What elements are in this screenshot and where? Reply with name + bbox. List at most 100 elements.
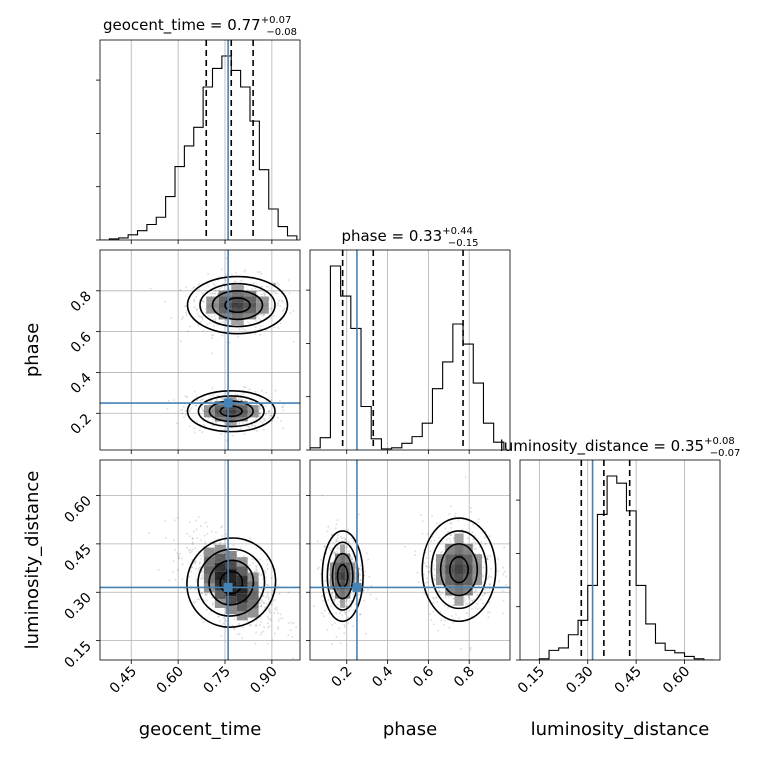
x-tick-label-phase: 0.6	[410, 663, 437, 690]
sample-point	[474, 590, 477, 593]
sample-point	[201, 592, 204, 595]
sample-point	[421, 532, 424, 535]
sample-point	[362, 589, 365, 592]
sample-point	[255, 421, 258, 424]
sample-point	[238, 421, 241, 424]
x-tick-label-luminosity-distance: 0.60	[660, 664, 693, 697]
sample-point	[212, 334, 215, 337]
x-tick-label-phase: 0.4	[369, 663, 396, 690]
histogram-bar	[453, 324, 463, 450]
sample-point	[275, 292, 278, 295]
sample-point	[364, 632, 367, 635]
sample-point	[335, 636, 338, 639]
sample-point	[468, 602, 471, 605]
sample-point	[208, 403, 211, 406]
sample-point	[265, 583, 268, 586]
histogram-bar	[147, 224, 156, 240]
sample-point	[465, 612, 468, 615]
density-cell	[472, 574, 482, 586]
sample-point	[414, 550, 417, 553]
sample-point	[199, 426, 202, 429]
sample-point	[433, 539, 436, 542]
sample-point	[333, 557, 336, 560]
histogram-bar	[607, 476, 617, 660]
sample-point	[269, 617, 272, 620]
sample-point	[471, 607, 474, 610]
sample-point	[270, 414, 273, 417]
sample-point	[198, 429, 201, 432]
sample-point	[259, 592, 262, 595]
sample-point	[281, 617, 284, 620]
sample-point	[202, 409, 205, 412]
sample-point	[197, 569, 200, 572]
histogram-bar	[626, 511, 636, 660]
sample-point	[425, 581, 428, 584]
sample-point	[279, 304, 282, 307]
sample-point	[481, 602, 484, 605]
sample-point	[321, 595, 324, 598]
density-cell	[247, 413, 259, 418]
density-cell	[454, 595, 464, 606]
sample-point	[470, 599, 473, 602]
histogram-bar	[320, 438, 330, 450]
title-phase: phase = 0.33+0.44 −0.15	[341, 226, 478, 249]
sample-point	[337, 536, 340, 539]
sample-point	[258, 624, 261, 627]
x-tick-label-phase: 0.2	[329, 664, 356, 691]
sample-point	[449, 526, 452, 529]
density-cell	[203, 556, 215, 566]
sample-point	[195, 519, 198, 522]
sample-point	[186, 532, 189, 535]
sample-point	[267, 596, 270, 599]
sample-point	[416, 571, 419, 574]
sample-point	[201, 431, 204, 434]
sample-point	[211, 424, 214, 427]
histogram-bar	[422, 423, 432, 450]
sample-point	[444, 619, 447, 622]
sample-point	[461, 528, 464, 531]
histogram-bar	[330, 266, 340, 450]
sample-point	[195, 395, 198, 398]
sample-point	[473, 541, 476, 544]
sample-point	[200, 305, 203, 308]
title-luminosity-distance-median: 0.35	[671, 437, 704, 455]
sample-point	[258, 601, 261, 604]
sample-point	[259, 327, 262, 330]
panel-content	[100, 460, 300, 660]
sample-point	[185, 314, 188, 317]
sample-point	[262, 292, 265, 295]
sample-point	[348, 599, 351, 602]
sample-point	[248, 388, 251, 391]
sample-point	[290, 621, 293, 624]
sample-point	[263, 293, 266, 296]
title-geocent-time-lower: −0.08	[266, 27, 297, 38]
density-cell	[214, 553, 226, 563]
sample-point	[233, 618, 236, 621]
sample-point	[220, 635, 223, 638]
sample-point	[242, 555, 245, 558]
sample-point	[447, 595, 450, 598]
sample-point	[450, 595, 453, 598]
histogram-bar	[617, 483, 627, 660]
sample-point	[345, 600, 348, 603]
contour-line	[224, 297, 251, 314]
density-cell	[206, 307, 219, 314]
sample-point	[347, 550, 350, 553]
sample-point	[262, 429, 265, 432]
sample-point	[270, 307, 273, 310]
sample-point	[241, 393, 244, 396]
sample-point	[340, 535, 343, 538]
title-phase-median: 0.33	[409, 227, 442, 245]
sample-point	[214, 314, 217, 317]
density-cell	[225, 605, 237, 615]
panel-border	[99, 459, 301, 661]
sample-point	[258, 415, 261, 418]
density-cell	[345, 580, 351, 590]
sample-point	[176, 516, 179, 519]
sample-point	[268, 607, 271, 610]
sample-point	[273, 632, 276, 635]
sample-point	[217, 293, 220, 296]
sample-point	[166, 407, 169, 410]
sample-point	[324, 580, 327, 583]
sample-point	[282, 308, 285, 311]
